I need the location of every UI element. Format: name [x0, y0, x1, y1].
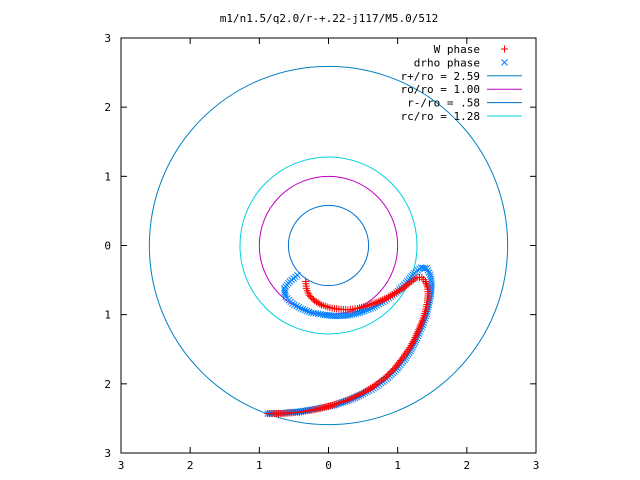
legend-label: drho phase: [414, 56, 480, 69]
x-tick-label: 3: [533, 459, 540, 472]
circle-r-ro-2-59: [148, 65, 509, 426]
cross-marker: [354, 309, 362, 317]
cross-marker: [425, 269, 433, 276]
series-drho-phase: [264, 264, 435, 417]
cross-marker: [356, 309, 364, 316]
cross-marker: [501, 59, 508, 66]
legend-label: W phase: [434, 43, 480, 56]
cross-marker: [305, 308, 313, 316]
plus-marker: [406, 279, 414, 287]
cross-marker: [289, 300, 296, 307]
plus-marker: [390, 365, 398, 373]
cross-marker: [424, 267, 432, 274]
cross-marker: [299, 305, 307, 313]
legend-label: r-/ro = .58: [407, 97, 480, 110]
y-tick-label: 2: [104, 378, 111, 391]
plus-marker: [368, 383, 376, 391]
legend-label: r+/ro = 2.59: [401, 70, 480, 83]
cross-marker: [297, 305, 305, 312]
plus-marker: [384, 371, 392, 379]
cross-marker: [350, 310, 358, 318]
chart-title: m1/n1.5/q2.0/r-+.22-j117/M5.0/512: [220, 12, 439, 25]
legend-label: rc/ro = 1.28: [401, 110, 480, 123]
plus-marker: [363, 386, 371, 394]
circle-rc-ro-1-28: [239, 156, 418, 335]
plus-marker: [316, 300, 324, 308]
plus-marker: [365, 385, 373, 393]
cross-marker: [303, 307, 311, 315]
cross-marker: [359, 308, 366, 316]
x-tick-label: 1: [256, 459, 263, 472]
x-tick-label: 2: [187, 459, 194, 472]
cross-marker: [363, 306, 370, 314]
legend-label: ro/ro = 1.00: [401, 83, 480, 96]
cross-marker: [352, 310, 360, 317]
cross-marker: [344, 312, 352, 319]
plus-marker: [389, 366, 397, 374]
plus-marker: [370, 382, 378, 390]
y-tick-label: 1: [104, 170, 111, 183]
y-tick-label: 1: [104, 309, 111, 322]
cross-marker: [281, 291, 289, 298]
cross-marker: [361, 307, 368, 315]
x-tick-label: 2: [464, 459, 471, 472]
cross-marker: [301, 306, 309, 314]
x-tick-label: 0: [325, 459, 332, 472]
plus-marker: [359, 388, 367, 396]
plus-marker: [383, 372, 391, 380]
y-tick-label: 0: [104, 240, 111, 253]
cross-marker: [293, 302, 301, 310]
plus-marker: [386, 369, 394, 377]
circle-ro-ro-1-00: [258, 175, 399, 316]
y-tick-label: 3: [104, 447, 111, 460]
cross-marker: [291, 301, 298, 309]
plus-marker: [264, 410, 272, 418]
cross-marker: [295, 303, 303, 311]
plus-marker: [501, 45, 508, 53]
x-tick-label: 1: [394, 459, 401, 472]
plus-marker: [387, 368, 395, 376]
series-w-phase: [264, 273, 432, 418]
y-tick-label: 3: [104, 32, 111, 45]
cross-marker: [423, 264, 431, 272]
circle-r-ro-58: [287, 204, 370, 287]
plus-marker: [361, 387, 369, 395]
x-tick-label: 3: [118, 459, 125, 472]
plus-marker: [367, 384, 375, 392]
y-tick-label: 2: [104, 101, 111, 114]
phase-markers: [264, 264, 435, 418]
